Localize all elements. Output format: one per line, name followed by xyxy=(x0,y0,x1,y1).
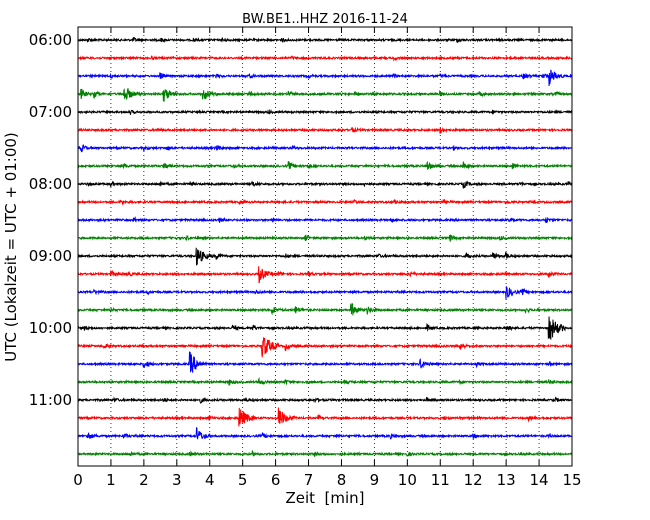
trace-22 xyxy=(77,427,573,440)
x-tick-label-9: 9 xyxy=(370,471,380,489)
x-tick-label-7: 7 xyxy=(304,471,314,489)
y-tick-label-4: 10:00 xyxy=(29,319,72,337)
trace-21 xyxy=(77,407,573,427)
trace-15 xyxy=(77,303,573,316)
y-ticks: 06:00 07:00 08:00 09:00 10:00 11:00 xyxy=(29,31,572,409)
trace-23 xyxy=(77,449,573,457)
x-tick-label-11: 11 xyxy=(431,471,450,489)
trace-10 xyxy=(77,215,573,224)
y-tick-label-0: 06:00 xyxy=(29,31,72,49)
trace-20 xyxy=(77,396,573,404)
x-tick-label-13: 13 xyxy=(497,471,516,489)
trace-4 xyxy=(77,109,573,116)
x-tick-label-3: 3 xyxy=(172,471,182,489)
traces-group xyxy=(77,36,573,457)
trace-3 xyxy=(77,88,573,102)
trace-2 xyxy=(77,69,573,87)
y-tick-label-5: 11:00 xyxy=(29,391,72,409)
trace-16 xyxy=(77,316,573,340)
x-tick-label-8: 8 xyxy=(337,471,347,489)
x-tick-label-14: 14 xyxy=(530,471,549,489)
x-tick-label-4: 4 xyxy=(205,471,215,489)
y-tick-label-3: 09:00 xyxy=(29,247,72,265)
trace-5 xyxy=(77,126,573,134)
x-tick-label-2: 2 xyxy=(139,471,149,489)
trace-17 xyxy=(77,337,573,358)
chart-title: BW.BE1..HHZ 2016-11-24 xyxy=(242,12,408,27)
trace-0 xyxy=(77,36,573,44)
trace-19 xyxy=(77,376,573,386)
y-axis-label: UTC (Lokalzeit = UTC + 01:00) xyxy=(2,132,20,362)
trace-8 xyxy=(77,180,573,189)
x-tick-label-1: 1 xyxy=(106,471,116,489)
x-tick-label-6: 6 xyxy=(271,471,281,489)
x-tick-label-15: 15 xyxy=(562,471,581,489)
trace-14 xyxy=(77,286,573,300)
trace-12 xyxy=(77,247,573,266)
plot-frame xyxy=(77,26,573,467)
y-tick-label-1: 07:00 xyxy=(29,103,72,121)
x-tick-label-0: 0 xyxy=(73,471,83,489)
x-axis-label: Zeit [min] xyxy=(285,489,364,507)
trace-1 xyxy=(77,54,573,62)
trace-11 xyxy=(77,234,573,243)
x-tick-label-5: 5 xyxy=(238,471,248,489)
trace-6 xyxy=(77,144,573,153)
trace-18 xyxy=(77,351,573,373)
x-tick-label-10: 10 xyxy=(398,471,417,489)
x-tick-label-12: 12 xyxy=(464,471,483,489)
y-tick-label-2: 08:00 xyxy=(29,175,72,193)
trace-13 xyxy=(77,266,573,284)
x-ticks: 0 1 2 3 4 5 6 7 8 9 10 11 12 13 14 15 xyxy=(73,27,582,489)
trace-7 xyxy=(77,160,573,170)
trace-9 xyxy=(77,198,573,206)
